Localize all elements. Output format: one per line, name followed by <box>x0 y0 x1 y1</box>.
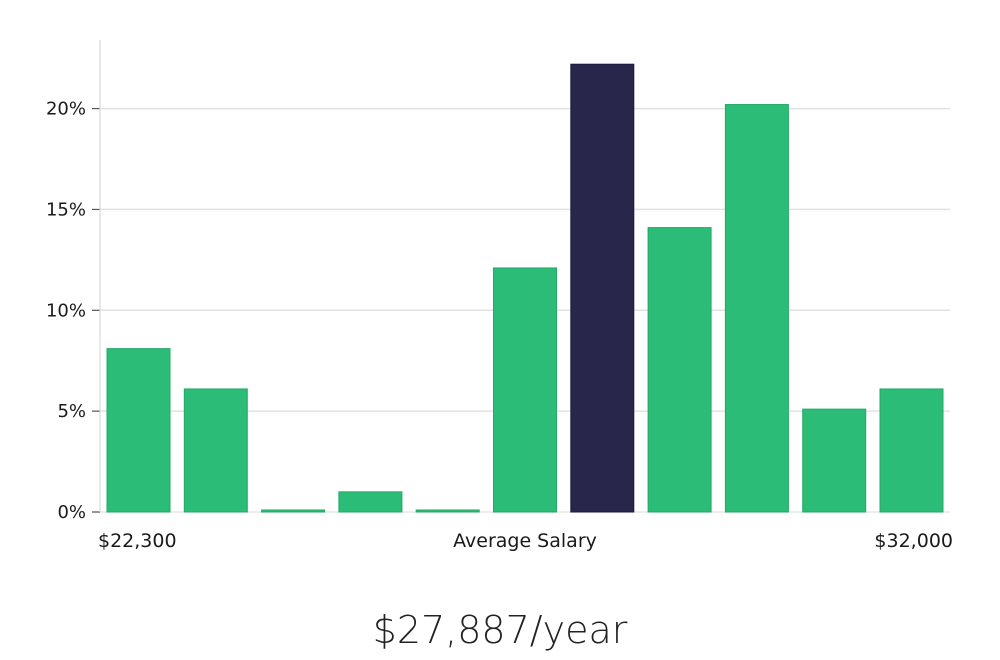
y-tick-label: 10% <box>46 300 86 321</box>
bar <box>493 267 557 513</box>
y-axis-ticks: 0% 5% 10% 15% 20% <box>46 99 100 523</box>
bar <box>879 388 944 513</box>
salary-histogram: 0% 5% 10% 15% 20% $22,300 Average Salary $32… <box>46 40 953 552</box>
y-tick-label: 15% <box>46 199 86 220</box>
bar <box>802 408 867 513</box>
bar <box>183 388 248 513</box>
y-tick-label: 20% <box>46 99 86 120</box>
bar-highlighted <box>570 63 635 513</box>
bars <box>106 63 944 513</box>
average-salary-value: $27,887/year <box>372 608 628 652</box>
bar <box>261 509 326 513</box>
x-min-label: $22,300 <box>98 530 177 552</box>
y-tick-label: 0% <box>57 502 86 523</box>
bar <box>724 104 789 513</box>
x-max-label: $32,000 <box>874 530 953 552</box>
bar <box>338 491 403 513</box>
bar <box>106 348 171 513</box>
bar <box>415 509 480 513</box>
y-tick-label: 5% <box>57 401 86 422</box>
bar <box>647 227 712 513</box>
x-axis-title: Average Salary <box>453 530 597 552</box>
